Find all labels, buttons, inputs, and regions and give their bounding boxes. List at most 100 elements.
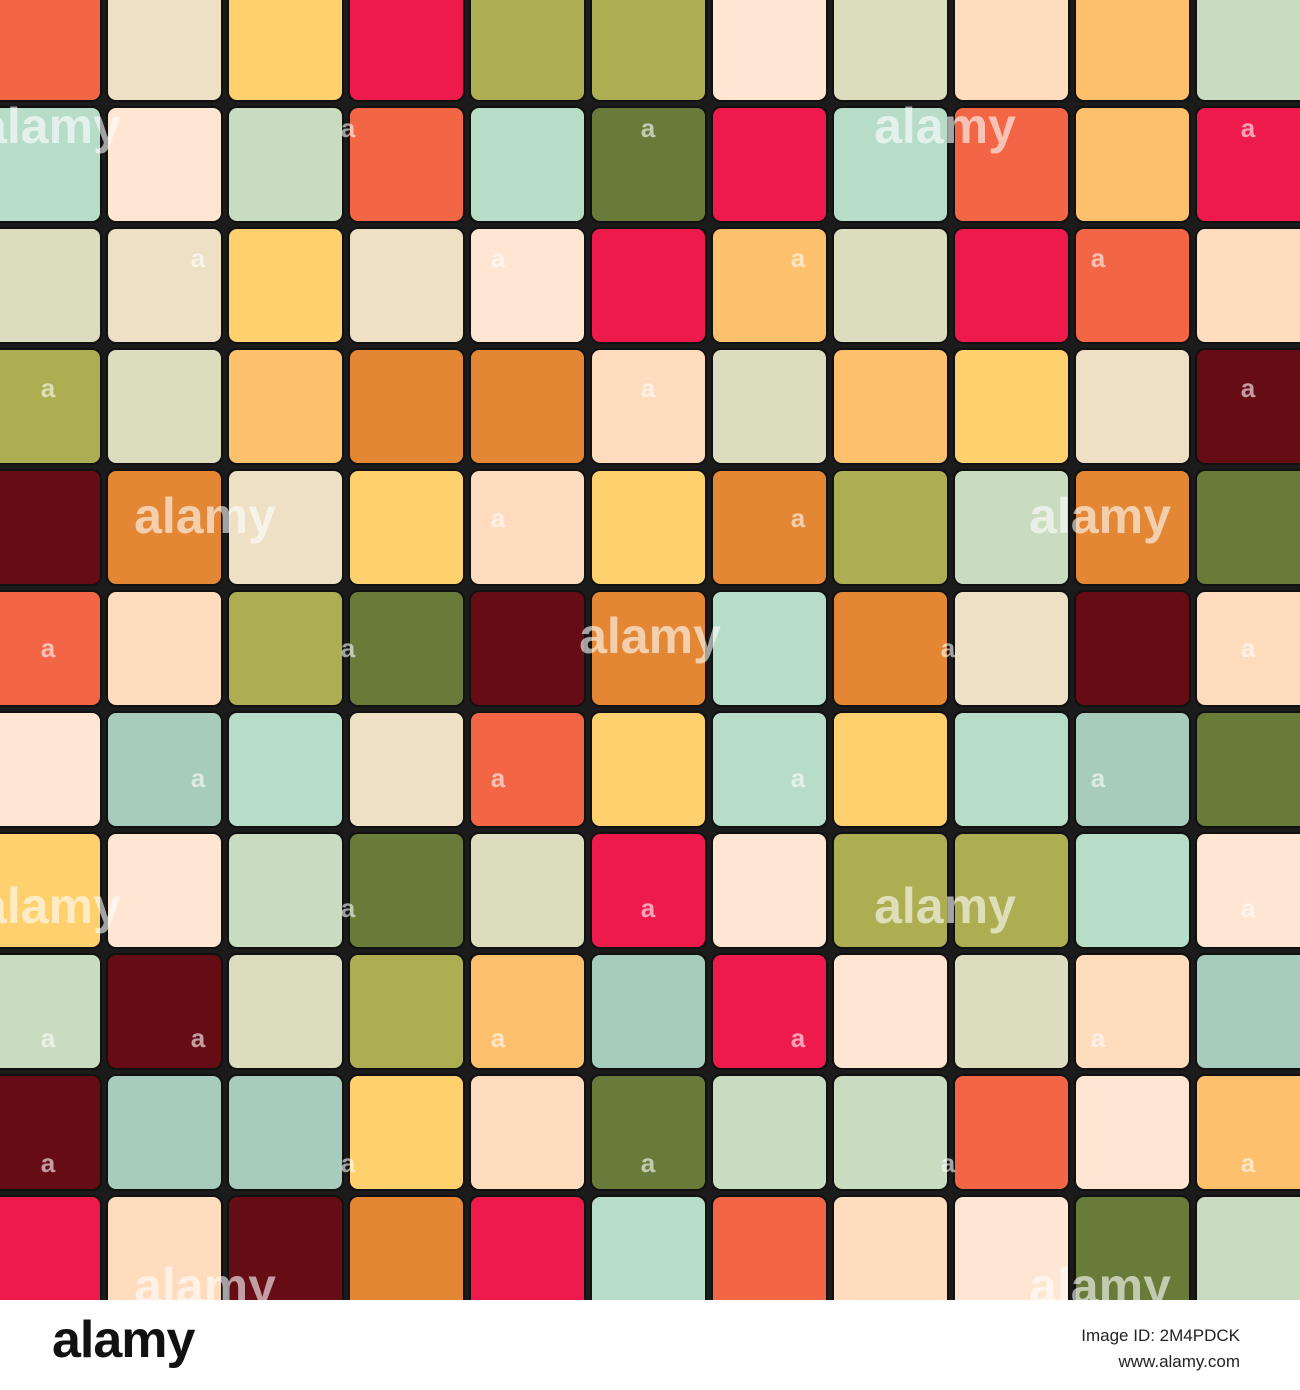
tile [1074,227,1191,344]
tile [711,227,828,344]
tile [590,106,707,223]
tile [106,832,223,949]
watermark-mark: a [1091,243,1106,273]
tile [0,469,102,586]
tile [1074,106,1191,223]
tile [469,348,586,465]
watermark-mark: a [41,1023,56,1053]
tile [227,469,344,586]
tile [590,348,707,465]
tile [0,832,102,949]
watermark-mark: a [41,373,56,403]
tile [590,590,707,707]
tile [711,832,828,949]
tile [1074,1195,1191,1300]
watermark-mark: a [791,1023,806,1053]
tile [348,0,465,102]
tile [469,106,586,223]
tile [953,953,1070,1070]
watermark-mark: a [1091,1023,1106,1053]
tile [832,590,949,707]
tile [0,590,102,707]
tile [106,590,223,707]
tile [832,227,949,344]
watermark: alamy [134,488,276,544]
tile [953,106,1070,223]
tile [953,0,1070,102]
mosaic: alamy alamy alamy alamy alamy alamy alamy alamy… [0,0,1300,1300]
tile [590,832,707,949]
tile [953,469,1070,586]
tile [0,0,102,102]
watermark-mark: a [941,1148,956,1178]
tile [227,590,344,707]
watermark-mark: a [41,1148,56,1178]
tile [0,106,102,223]
watermark-mark: a [491,243,506,273]
tile [106,469,223,586]
watermark-mark: a [1241,633,1256,663]
tile [227,1195,344,1300]
watermark-mark: a [791,763,806,793]
tile [348,590,465,707]
tile [469,953,586,1070]
image-id: Image ID: 2M4PDCK [1081,1326,1240,1345]
tile [348,227,465,344]
tile [953,227,1070,344]
footer: alamy Image ID: 2M4PDCK www.alamy.com [0,1300,1300,1390]
tile [832,711,949,828]
tile [227,106,344,223]
watermark-mark: a [1241,1148,1256,1178]
watermark-mark: a [341,893,356,923]
tile [832,1195,949,1300]
tile [0,348,102,465]
tile [1195,590,1300,707]
tile [1195,1195,1300,1300]
tile [469,0,586,102]
watermark: alamy [0,878,121,934]
tile [953,1074,1070,1191]
tile [711,348,828,465]
tile [0,227,102,344]
tile [227,0,344,102]
watermark-mark: a [491,1023,506,1053]
watermark-mark: a [641,373,656,403]
tile [1195,953,1300,1070]
tile [590,1195,707,1300]
watermark-mark: a [191,243,206,273]
watermark-mark: a [491,763,506,793]
watermark: alamy [874,98,1016,154]
watermark-mark: a [1241,893,1256,923]
tile [348,106,465,223]
tile [1074,711,1191,828]
tile [1195,227,1300,344]
tile [1195,469,1300,586]
tile [1074,469,1191,586]
tile [832,469,949,586]
tile [1074,832,1191,949]
watermark-mark: a [341,633,356,663]
watermark: alamy [1029,1258,1171,1300]
tile [1074,348,1191,465]
tile [348,832,465,949]
tile [469,469,586,586]
watermark-mark: a [191,1023,206,1053]
watermark-mark: a [641,113,656,143]
watermark-mark: a [941,633,956,663]
tile [590,953,707,1070]
tile [590,0,707,102]
tile [348,711,465,828]
tile [953,711,1070,828]
tile [1195,832,1300,949]
tile [711,590,828,707]
tile [590,469,707,586]
watermark-mark: a [791,503,806,533]
tile [0,953,102,1070]
watermark-mark: a [1241,373,1256,403]
tile [711,469,828,586]
watermark-mark: a [191,763,206,793]
tile [106,227,223,344]
tile [0,711,102,828]
tile [1074,0,1191,102]
